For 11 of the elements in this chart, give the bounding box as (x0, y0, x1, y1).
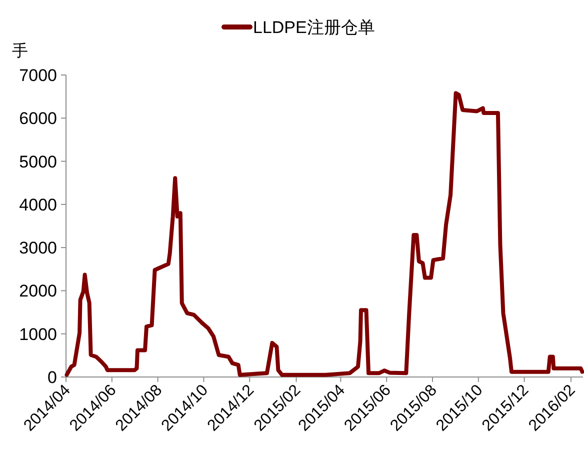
legend-label: LLDPE注册仓单 (253, 18, 375, 37)
y-tick-label: 6000 (19, 109, 57, 128)
y-tick-label: 2000 (19, 282, 57, 301)
legend: LLDPE注册仓单 (222, 18, 375, 37)
y-tick-label: 4000 (19, 195, 57, 214)
y-tick-label: 0 (48, 368, 57, 387)
y-axis-title: 手 (12, 42, 28, 60)
y-tick-label: 3000 (19, 238, 57, 258)
y-tick-label: 1000 (19, 324, 57, 344)
y-tick-label: 7000 (19, 66, 57, 85)
y-tick-label: 5000 (19, 152, 57, 172)
